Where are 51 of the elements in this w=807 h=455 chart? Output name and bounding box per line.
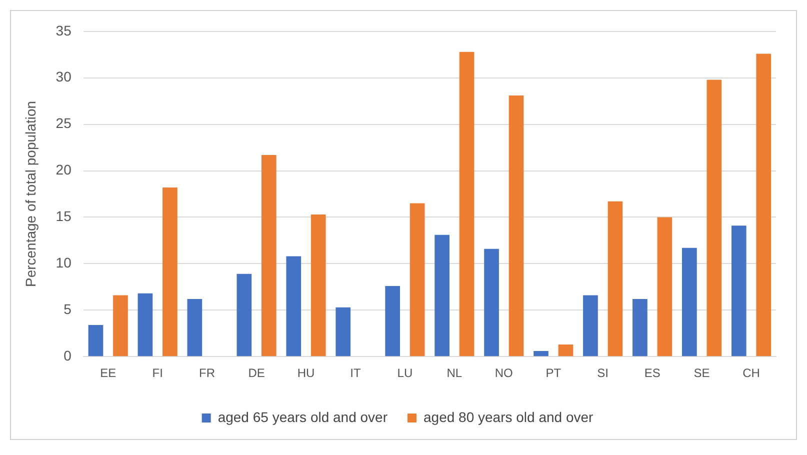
bar: [731, 226, 746, 356]
bar: [484, 248, 499, 356]
y-tick-label: 30: [56, 68, 72, 85]
x-tick-label: DE: [248, 366, 265, 380]
bar: [236, 274, 252, 356]
x-tick-label: NL: [446, 366, 462, 380]
bar: [336, 307, 351, 356]
x-tick-label: FR: [199, 366, 216, 380]
x-tick-label: ES: [644, 366, 660, 380]
bar: [657, 217, 672, 356]
bar: [682, 248, 697, 356]
bar: [558, 344, 574, 356]
bar: [583, 295, 598, 356]
x-tick-label: CH: [742, 366, 760, 380]
x-tick-label: LU: [397, 366, 413, 380]
y-tick-label: 5: [64, 301, 72, 317]
y-tick-label: 35: [56, 22, 72, 38]
x-tick-label: SE: [694, 366, 710, 380]
bar: [410, 203, 425, 356]
legend-label: aged 80 years old and over: [424, 408, 594, 425]
bar: [286, 256, 302, 356]
bar: [508, 96, 524, 356]
bar: [706, 80, 722, 356]
bar: [608, 201, 623, 356]
y-tick-label: 10: [56, 254, 72, 271]
bar: [310, 214, 326, 356]
x-tick-label: PT: [546, 366, 562, 380]
y-tick-label: 20: [56, 162, 72, 178]
x-tick-label: NO: [494, 366, 513, 380]
bar: [113, 295, 128, 356]
bar: [385, 286, 400, 356]
bar: [187, 298, 202, 356]
bar: [459, 52, 474, 356]
x-tick-label: EE: [100, 366, 116, 380]
bar: [756, 54, 772, 356]
bar: [88, 325, 104, 356]
legend-label: aged 65 years old and over: [218, 408, 388, 425]
bar: [434, 234, 450, 356]
y-axis-title: Percentage of total population: [22, 100, 38, 288]
y-tick-label: 0: [64, 347, 72, 364]
x-tick-label: FI: [152, 366, 163, 380]
x-tick-label: HU: [297, 366, 315, 380]
x-tick-label: SI: [597, 366, 609, 380]
bar: [261, 154, 276, 356]
bar: [138, 293, 153, 356]
x-tick-label: IT: [350, 366, 362, 380]
y-tick-label: 25: [56, 115, 72, 132]
bar: [534, 351, 548, 356]
y-tick-label: 15: [56, 208, 72, 224]
bar: [632, 298, 648, 356]
bar: [162, 187, 178, 356]
